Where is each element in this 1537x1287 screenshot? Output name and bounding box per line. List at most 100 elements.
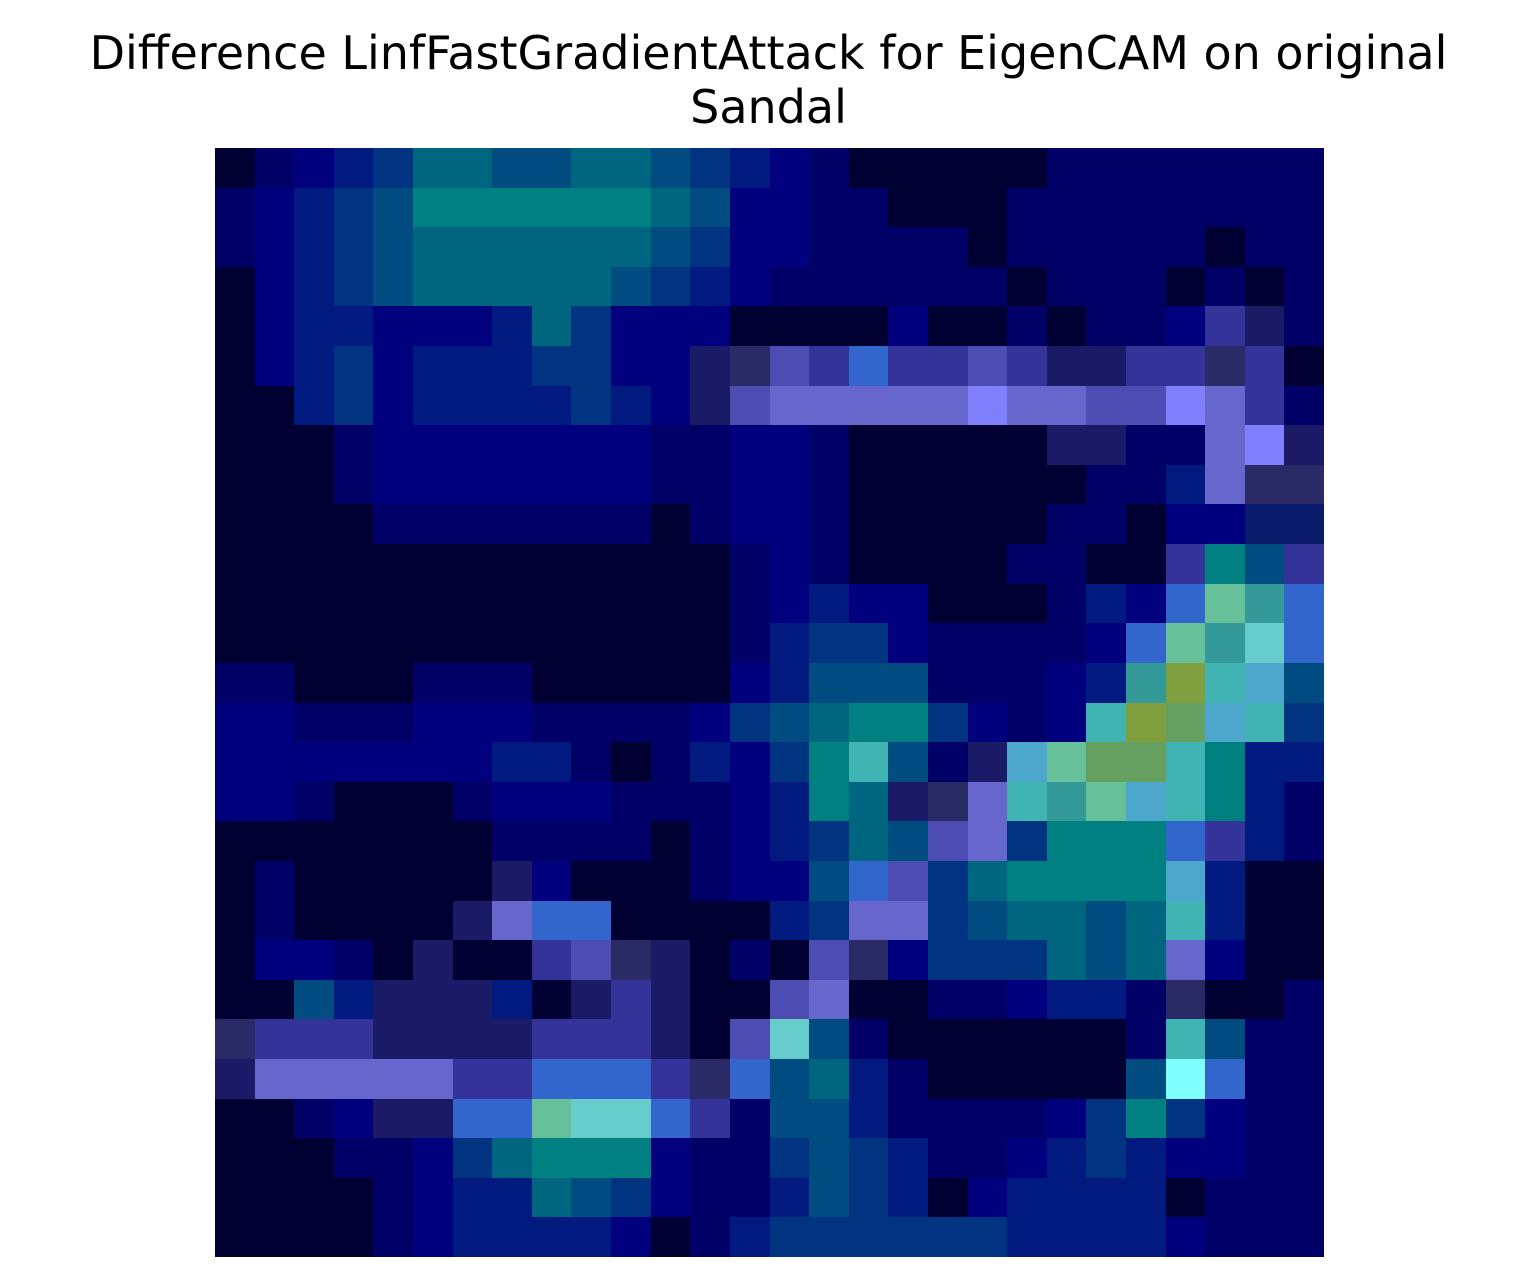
heatmap-cell <box>1125 742 1166 782</box>
heatmap-cell <box>1125 979 1166 1020</box>
heatmap-cell <box>611 940 651 980</box>
heatmap-cell <box>1125 702 1166 743</box>
heatmap-cell <box>1165 979 1206 1020</box>
heatmap-cell <box>1007 900 1047 941</box>
heatmap-cell <box>888 544 928 584</box>
heatmap-cell <box>333 1177 374 1218</box>
heatmap-cell <box>294 979 334 1020</box>
heatmap-cell <box>492 979 532 1020</box>
heatmap-cell <box>769 385 810 426</box>
heatmap-cell <box>1284 1217 1324 1257</box>
heatmap-cell <box>333 1217 374 1257</box>
heatmap-cell <box>254 1217 295 1257</box>
heatmap-cell <box>571 266 612 307</box>
heatmap-cell <box>452 821 493 861</box>
heatmap-cell <box>1284 306 1324 347</box>
heatmap-cell <box>809 900 849 941</box>
heatmap-cell <box>1205 742 1245 782</box>
heatmap-cell <box>650 742 691 782</box>
heatmap-cell <box>1244 1138 1285 1178</box>
heatmap-cell <box>729 148 770 188</box>
heatmap-cell <box>1205 1058 1245 1099</box>
heatmap-cell <box>690 1138 730 1178</box>
heatmap-cell <box>1007 742 1047 782</box>
heatmap-cell <box>333 940 374 980</box>
heatmap-cell <box>1205 940 1245 980</box>
heatmap-cell <box>769 860 810 901</box>
heatmap <box>215 148 1324 1257</box>
heatmap-cell <box>1086 385 1126 426</box>
heatmap-cell <box>413 702 453 743</box>
heatmap-cell <box>1125 227 1166 267</box>
heatmap-cell <box>729 583 770 624</box>
heatmap-cell <box>1165 1177 1206 1218</box>
heatmap-cell <box>215 306 255 347</box>
heatmap-cell <box>413 187 453 228</box>
heatmap-cell <box>294 1217 334 1257</box>
heatmap-cell <box>1205 1098 1245 1139</box>
heatmap-cell <box>1244 346 1285 386</box>
heatmap-cell <box>888 346 928 386</box>
heatmap-cell <box>1086 1217 1126 1257</box>
heatmap-cell <box>452 781 493 822</box>
heatmap-cell <box>373 781 414 822</box>
heatmap-cell <box>373 702 414 743</box>
heatmap-cell <box>333 583 374 624</box>
heatmap-cell <box>650 266 691 307</box>
heatmap-cell <box>967 346 1008 386</box>
heatmap-cell <box>1086 187 1126 228</box>
heatmap-cell <box>1244 1217 1285 1257</box>
heatmap-cell <box>1284 1058 1324 1099</box>
chart-title-line-1: Difference LinfFastGradientAttack for Ei… <box>89 26 1448 80</box>
heatmap-cell <box>611 504 651 545</box>
heatmap-cell <box>1086 1019 1126 1059</box>
heatmap-cell <box>1205 346 1245 386</box>
heatmap-cell <box>769 583 810 624</box>
heatmap-cell <box>373 464 414 505</box>
heatmap-cell <box>333 148 374 188</box>
heatmap-cell <box>809 464 849 505</box>
heatmap-cell <box>809 385 849 426</box>
heatmap-cell <box>1086 583 1126 624</box>
heatmap-cell <box>333 1138 374 1178</box>
heatmap-cell <box>967 148 1008 188</box>
heatmap-cell <box>1007 1058 1047 1099</box>
heatmap-cell <box>611 1138 651 1178</box>
heatmap-cell <box>1165 266 1206 307</box>
heatmap-cell <box>769 306 810 347</box>
heatmap-cell <box>452 385 493 426</box>
heatmap-cell <box>373 940 414 980</box>
heatmap-cell <box>571 425 612 465</box>
heatmap-cell <box>927 662 968 703</box>
heatmap-cell <box>927 860 968 901</box>
heatmap-cell <box>1086 148 1126 188</box>
heatmap-cell <box>611 1058 651 1099</box>
chart-title-line-2: Sandal <box>690 80 847 134</box>
heatmap-cell <box>967 1058 1008 1099</box>
heatmap-cell <box>531 940 572 980</box>
heatmap-cell <box>1284 187 1324 228</box>
heatmap-cell <box>1165 940 1206 980</box>
heatmap-cell <box>809 1177 849 1218</box>
heatmap-cell <box>531 583 572 624</box>
heatmap-cell <box>531 1058 572 1099</box>
heatmap-cell <box>294 702 334 743</box>
heatmap-cell <box>967 900 1008 941</box>
heatmap-cell <box>333 662 374 703</box>
heatmap-cell <box>1284 821 1324 861</box>
heatmap-cell <box>927 623 968 663</box>
heatmap-cell <box>1086 1138 1126 1178</box>
heatmap-cell <box>1086 504 1126 545</box>
heatmap-cell <box>729 187 770 228</box>
heatmap-cell <box>967 227 1008 267</box>
heatmap-cell <box>809 742 849 782</box>
heatmap-cell <box>769 425 810 465</box>
heatmap-cell <box>888 940 928 980</box>
heatmap-cell <box>492 1098 532 1139</box>
heatmap-cell <box>1007 306 1047 347</box>
heatmap-cell <box>373 1138 414 1178</box>
heatmap-cell <box>1244 1019 1285 1059</box>
heatmap-cell <box>333 266 374 307</box>
heatmap-cell <box>809 662 849 703</box>
heatmap-cell <box>531 266 572 307</box>
